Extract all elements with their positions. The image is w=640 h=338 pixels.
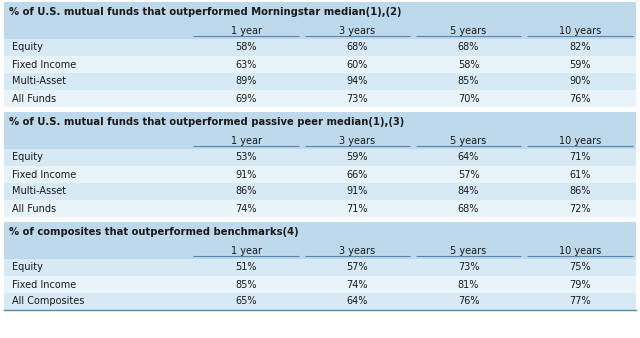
Text: 86%: 86% [236, 187, 257, 196]
Text: 57%: 57% [346, 263, 368, 272]
Text: 76%: 76% [458, 296, 479, 307]
Text: 3 years: 3 years [339, 136, 375, 145]
Bar [4, 222, 636, 242]
Bar [4, 56, 636, 73]
Text: 91%: 91% [347, 187, 368, 196]
Text: 74%: 74% [346, 280, 368, 290]
Text: 66%: 66% [347, 169, 368, 179]
Text: Equity: Equity [12, 152, 43, 163]
Text: 82%: 82% [570, 43, 591, 52]
Text: % of U.S. mutual funds that outperformed Morningstar median(1),(2): % of U.S. mutual funds that outperformed… [9, 7, 401, 17]
Bar [4, 242, 636, 259]
Text: 73%: 73% [458, 263, 479, 272]
Text: 90%: 90% [570, 76, 591, 87]
Bar [4, 276, 636, 293]
Text: 64%: 64% [458, 152, 479, 163]
Bar [4, 183, 636, 200]
Text: Fixed Income: Fixed Income [12, 59, 76, 70]
Bar [4, 2, 636, 22]
Bar [4, 73, 636, 90]
Text: 81%: 81% [458, 280, 479, 290]
Text: 63%: 63% [236, 59, 257, 70]
Text: 3 years: 3 years [339, 245, 375, 256]
Bar [4, 22, 636, 39]
Text: 79%: 79% [570, 280, 591, 290]
Text: 75%: 75% [569, 263, 591, 272]
Bar [4, 166, 636, 183]
Text: 69%: 69% [236, 94, 257, 103]
Bar [4, 200, 636, 217]
Text: 59%: 59% [346, 152, 368, 163]
Text: Multi-Asset: Multi-Asset [12, 187, 66, 196]
Bar [4, 132, 636, 149]
Text: Fixed Income: Fixed Income [12, 280, 76, 290]
Text: 68%: 68% [458, 43, 479, 52]
Text: 85%: 85% [458, 76, 479, 87]
Text: 71%: 71% [570, 152, 591, 163]
Text: 5 years: 5 years [451, 245, 486, 256]
Text: 3 years: 3 years [339, 25, 375, 35]
Text: 70%: 70% [458, 94, 479, 103]
Text: 60%: 60% [347, 59, 368, 70]
Text: 89%: 89% [236, 76, 257, 87]
Text: 72%: 72% [569, 203, 591, 214]
Bar [4, 293, 636, 310]
Text: 10 years: 10 years [559, 25, 601, 35]
Text: 57%: 57% [458, 169, 479, 179]
Text: 91%: 91% [236, 169, 257, 179]
Text: 77%: 77% [569, 296, 591, 307]
Text: All Funds: All Funds [12, 94, 56, 103]
Text: 5 years: 5 years [451, 25, 486, 35]
Text: 65%: 65% [236, 296, 257, 307]
Text: % of composites that outperformed benchmarks(4): % of composites that outperformed benchm… [9, 227, 299, 237]
Bar [4, 112, 636, 132]
Text: 59%: 59% [570, 59, 591, 70]
Text: 61%: 61% [570, 169, 591, 179]
Text: 5 years: 5 years [451, 136, 486, 145]
Text: Fixed Income: Fixed Income [12, 169, 76, 179]
Text: 58%: 58% [458, 59, 479, 70]
Text: 73%: 73% [346, 94, 368, 103]
Text: 86%: 86% [570, 187, 591, 196]
Bar [4, 217, 636, 222]
Text: 85%: 85% [236, 280, 257, 290]
Bar [4, 107, 636, 112]
Text: Equity: Equity [12, 43, 43, 52]
Text: 1 year: 1 year [230, 25, 262, 35]
Bar [4, 259, 636, 276]
Text: All Composites: All Composites [12, 296, 84, 307]
Bar [4, 149, 636, 166]
Text: 10 years: 10 years [559, 245, 601, 256]
Text: 1 year: 1 year [230, 245, 262, 256]
Bar [4, 39, 636, 56]
Text: 76%: 76% [570, 94, 591, 103]
Text: % of U.S. mutual funds that outperformed passive peer median(1),(3): % of U.S. mutual funds that outperformed… [9, 117, 404, 127]
Text: 58%: 58% [236, 43, 257, 52]
Text: 94%: 94% [347, 76, 368, 87]
Text: Equity: Equity [12, 263, 43, 272]
Text: 1 year: 1 year [230, 136, 262, 145]
Bar [4, 90, 636, 107]
Text: 51%: 51% [236, 263, 257, 272]
Text: 74%: 74% [236, 203, 257, 214]
Text: 10 years: 10 years [559, 136, 601, 145]
Text: 64%: 64% [347, 296, 368, 307]
Text: Multi-Asset: Multi-Asset [12, 76, 66, 87]
Text: 71%: 71% [346, 203, 368, 214]
Text: 84%: 84% [458, 187, 479, 196]
Text: 68%: 68% [458, 203, 479, 214]
Text: 53%: 53% [236, 152, 257, 163]
Text: All Funds: All Funds [12, 203, 56, 214]
Text: 68%: 68% [347, 43, 368, 52]
